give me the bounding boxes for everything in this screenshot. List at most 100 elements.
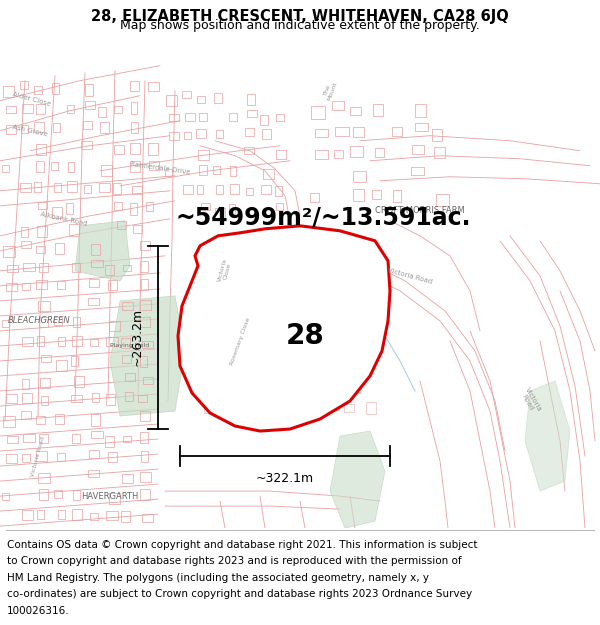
Bar: [371, 190, 381, 199]
Bar: [73, 336, 82, 346]
Bar: [142, 341, 153, 348]
Bar: [275, 203, 283, 211]
Bar: [245, 128, 254, 136]
Bar: [72, 434, 80, 442]
Bar: [121, 511, 130, 522]
Text: ~322.1m: ~322.1m: [256, 472, 314, 485]
Bar: [130, 81, 139, 91]
Bar: [92, 393, 98, 402]
Bar: [140, 261, 148, 272]
Bar: [22, 454, 30, 462]
Bar: [213, 166, 220, 174]
Bar: [412, 145, 424, 154]
Bar: [125, 392, 133, 401]
Bar: [349, 346, 359, 354]
Bar: [23, 434, 35, 442]
Text: 28, ELIZABETH CRESCENT, WHITEHAVEN, CA28 6JQ: 28, ELIZABETH CRESCENT, WHITEHAVEN, CA28…: [91, 9, 509, 24]
Bar: [122, 436, 131, 442]
Bar: [353, 127, 364, 137]
Bar: [229, 113, 236, 121]
Bar: [91, 431, 103, 438]
Bar: [295, 261, 307, 269]
Bar: [6, 454, 17, 463]
Text: 100026316.: 100026316.: [7, 606, 70, 616]
Bar: [22, 283, 30, 290]
Bar: [21, 411, 31, 419]
Bar: [310, 404, 319, 414]
Bar: [6, 394, 17, 403]
Bar: [346, 303, 357, 314]
Bar: [106, 338, 118, 346]
Bar: [109, 321, 121, 331]
Bar: [434, 147, 445, 158]
Bar: [169, 132, 179, 140]
Bar: [275, 322, 283, 332]
Bar: [185, 112, 195, 121]
Bar: [139, 395, 147, 402]
Bar: [36, 144, 46, 155]
Bar: [290, 301, 302, 309]
Bar: [199, 112, 207, 121]
Bar: [140, 451, 148, 462]
Bar: [415, 123, 428, 131]
Bar: [114, 202, 122, 209]
Bar: [312, 282, 322, 293]
Bar: [346, 363, 353, 375]
Bar: [117, 221, 126, 229]
Bar: [215, 131, 223, 138]
Bar: [310, 343, 323, 352]
Bar: [196, 129, 206, 138]
Bar: [241, 405, 248, 414]
Bar: [36, 451, 47, 461]
Bar: [91, 244, 100, 255]
Bar: [52, 83, 59, 94]
Bar: [55, 490, 62, 498]
Bar: [7, 265, 17, 272]
Bar: [236, 282, 248, 292]
Bar: [73, 490, 80, 501]
Bar: [436, 194, 449, 206]
Bar: [184, 132, 191, 139]
Bar: [140, 279, 148, 290]
Bar: [276, 384, 287, 396]
Text: ~54999m²/~13.591ac.: ~54999m²/~13.591ac.: [175, 206, 470, 230]
Bar: [89, 279, 99, 286]
Bar: [169, 114, 179, 121]
Text: CROFT MORRIS FARM: CROFT MORRIS FARM: [375, 206, 465, 215]
Bar: [2, 493, 9, 501]
Bar: [140, 489, 151, 500]
Bar: [20, 81, 28, 89]
Bar: [106, 511, 118, 519]
Bar: [122, 302, 133, 311]
Bar: [331, 381, 341, 389]
Bar: [106, 394, 115, 405]
Bar: [346, 321, 357, 332]
Bar: [34, 182, 41, 192]
Bar: [73, 509, 82, 520]
Bar: [328, 305, 339, 314]
Bar: [57, 452, 65, 461]
Bar: [229, 204, 235, 214]
Bar: [350, 146, 363, 157]
Text: Victoria Road: Victoria Road: [387, 267, 433, 285]
Bar: [22, 393, 32, 403]
Bar: [200, 325, 208, 332]
Bar: [143, 377, 153, 384]
Bar: [122, 356, 131, 362]
Bar: [131, 102, 137, 114]
Bar: [91, 260, 103, 268]
Bar: [263, 169, 274, 179]
Bar: [431, 129, 442, 141]
Bar: [58, 511, 65, 519]
Bar: [328, 362, 336, 369]
Bar: [247, 94, 256, 104]
Text: ~263.2m: ~263.2m: [131, 308, 144, 366]
Bar: [205, 285, 216, 294]
Bar: [90, 339, 98, 346]
Bar: [247, 109, 257, 117]
Bar: [260, 186, 271, 194]
Bar: [66, 202, 73, 214]
Bar: [273, 363, 281, 374]
Bar: [230, 166, 236, 176]
Bar: [73, 318, 80, 328]
